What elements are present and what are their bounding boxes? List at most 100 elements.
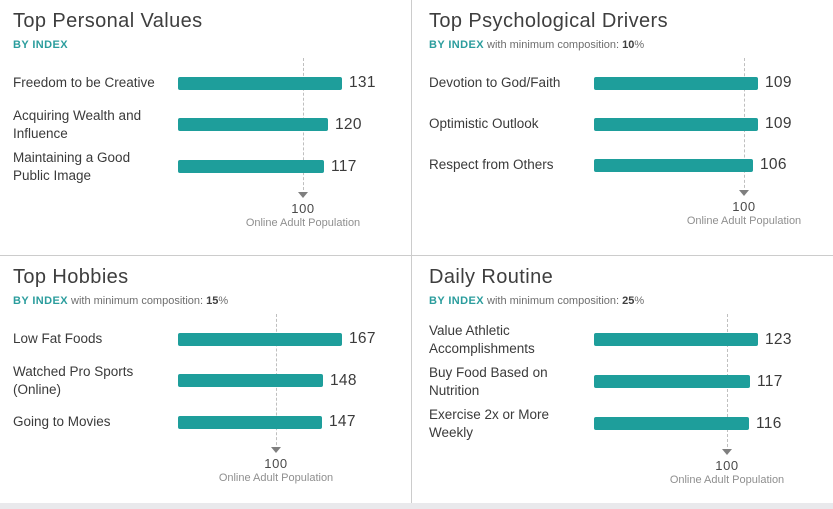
chart-rows: Freedom to be Creative 131 Acquiring Wealt… xyxy=(13,66,401,191)
value-label: 109 xyxy=(765,74,792,92)
chart-row: Watched Pro Sports (Online) 148 xyxy=(13,363,401,398)
reference-value: 100 xyxy=(732,199,756,215)
reference-label: Online Adult Population xyxy=(686,215,802,228)
chart-row: Respect from Others 106 xyxy=(429,148,823,182)
reference-footer: 100 Online Adult Population xyxy=(13,446,401,492)
panel-subtitle: BY INDEX with minimum composition: 10% xyxy=(429,39,823,51)
reference-footer: 100 Online Adult Population xyxy=(13,191,401,237)
panel-top-hobbies: Top Hobbies BY INDEX with minimum compos… xyxy=(0,256,412,503)
composition-text: with minimum composition: xyxy=(487,39,620,51)
reference-label: Online Adult Population xyxy=(218,472,334,485)
panel-title: Daily Routine xyxy=(429,266,554,288)
composition-value: 25 xyxy=(622,295,635,307)
reference-value: 100 xyxy=(291,201,315,217)
bar-chart: Devotion to God/Faith 109 Optimistic Outlo… xyxy=(429,58,823,235)
by-index-label: BY INDEX xyxy=(13,295,68,307)
by-index-label: BY INDEX xyxy=(13,39,68,51)
percent-sign: % xyxy=(634,295,645,307)
bar-cell: 131 xyxy=(178,74,401,92)
percent-sign: % xyxy=(634,39,645,51)
category-label: Value Athletic Accomplishments xyxy=(429,323,535,356)
reference-label: Online Adult Population xyxy=(669,474,785,487)
chart-row: Low Fat Foods 167 xyxy=(13,322,401,356)
bottom-edge-strip xyxy=(0,503,833,509)
chart-row: Acquiring Wealth and Influence 120 xyxy=(13,107,401,142)
index-bar xyxy=(178,76,342,90)
bar-chart: Low Fat Foods 167 Watched Pro Sports (Onli… xyxy=(13,314,401,492)
bar-cell: 147 xyxy=(178,413,401,431)
value-label: 123 xyxy=(765,330,792,348)
chart-row: Maintaining a Good Public Image 117 xyxy=(13,149,401,184)
panel-top-psychological-drivers: Top Psychological Drivers BY INDEX with … xyxy=(412,0,833,256)
index-bar xyxy=(594,417,749,431)
arrow-down-icon xyxy=(271,447,281,454)
index-bar xyxy=(178,415,322,429)
index-bar xyxy=(594,117,758,131)
bar-cell: 123 xyxy=(594,331,823,349)
reference-footer: 100 Online Adult Population xyxy=(429,189,823,235)
category-label: Devotion to God/Faith xyxy=(429,75,561,91)
category-label: Watched Pro Sports (Online) xyxy=(13,364,134,397)
chart-row: Buy Food Based on Nutrition 117 xyxy=(429,364,823,399)
reference-footer: 100 Online Adult Population xyxy=(429,448,823,494)
bar-cell: 106 xyxy=(594,156,823,174)
category-label: Buy Food Based on Nutrition xyxy=(429,365,548,398)
chart-row: Value Athletic Accomplishments 123 xyxy=(429,322,823,357)
value-label: 106 xyxy=(760,156,787,174)
panel-title: Top Hobbies xyxy=(13,266,129,288)
panel-subtitle: BY INDEX with minimum composition: 25% xyxy=(429,295,823,307)
reference-value: 100 xyxy=(264,456,288,472)
chart-row: Going to Movies 147 xyxy=(13,405,401,439)
composition-value: 15 xyxy=(206,295,219,307)
category-label: Low Fat Foods xyxy=(13,331,103,347)
chart-rows: Value Athletic Accomplishments 123 Buy Foo… xyxy=(429,322,823,448)
bar-cell: 117 xyxy=(178,158,401,176)
category-label: Optimistic Outlook xyxy=(429,116,539,132)
chart-row: Exercise 2x or More Weekly 116 xyxy=(429,406,823,441)
composition-text: with minimum composition: xyxy=(487,295,620,307)
index-bar xyxy=(178,374,323,388)
index-bar xyxy=(594,375,750,389)
bar-chart: Value Athletic Accomplishments 123 Buy Foo… xyxy=(429,314,823,494)
value-label: 120 xyxy=(335,115,362,133)
panel-subtitle: BY INDEX xyxy=(13,39,401,51)
composition-value: 10 xyxy=(622,39,635,51)
panel-subtitle: BY INDEX with minimum composition: 15% xyxy=(13,295,401,307)
bar-cell: 109 xyxy=(594,115,823,133)
category-label: Acquiring Wealth and Influence xyxy=(13,108,142,141)
arrow-down-icon xyxy=(722,449,732,456)
value-label: 148 xyxy=(330,371,357,389)
bar-cell: 116 xyxy=(594,415,823,433)
index-bar xyxy=(594,158,753,172)
chart-rows: Low Fat Foods 167 Watched Pro Sports (Onli… xyxy=(13,322,401,446)
by-index-label: BY INDEX xyxy=(429,295,484,307)
index-bar xyxy=(178,118,328,132)
value-label: 116 xyxy=(756,414,782,432)
value-label: 109 xyxy=(765,115,792,133)
value-label: 117 xyxy=(331,157,357,175)
value-label: 167 xyxy=(349,330,376,348)
bar-cell: 109 xyxy=(594,74,823,92)
category-label: Maintaining a Good Public Image xyxy=(13,150,131,183)
chart-row: Freedom to be Creative 131 xyxy=(13,66,401,100)
bar-chart: Freedom to be Creative 131 Acquiring Wealt… xyxy=(13,58,401,237)
reference-label: Online Adult Population xyxy=(245,217,361,230)
value-label: 117 xyxy=(757,372,783,390)
by-index-label: BY INDEX xyxy=(429,39,484,51)
bar-cell: 120 xyxy=(178,116,401,134)
category-label: Going to Movies xyxy=(13,414,111,430)
bar-cell: 167 xyxy=(178,330,401,348)
arrow-down-icon xyxy=(739,190,749,197)
percent-sign: % xyxy=(218,295,229,307)
category-label: Exercise 2x or More Weekly xyxy=(429,407,550,440)
category-label: Respect from Others xyxy=(429,157,554,173)
chart-row: Devotion to God/Faith 109 xyxy=(429,66,823,100)
value-label: 131 xyxy=(349,74,376,92)
bar-cell: 148 xyxy=(178,372,401,390)
panel-title: Top Psychological Drivers xyxy=(429,10,668,32)
panel-daily-routine: Daily Routine BY INDEX with minimum comp… xyxy=(412,256,833,503)
index-bar xyxy=(594,333,758,347)
index-bar xyxy=(178,332,342,346)
category-label: Freedom to be Creative xyxy=(13,75,155,91)
